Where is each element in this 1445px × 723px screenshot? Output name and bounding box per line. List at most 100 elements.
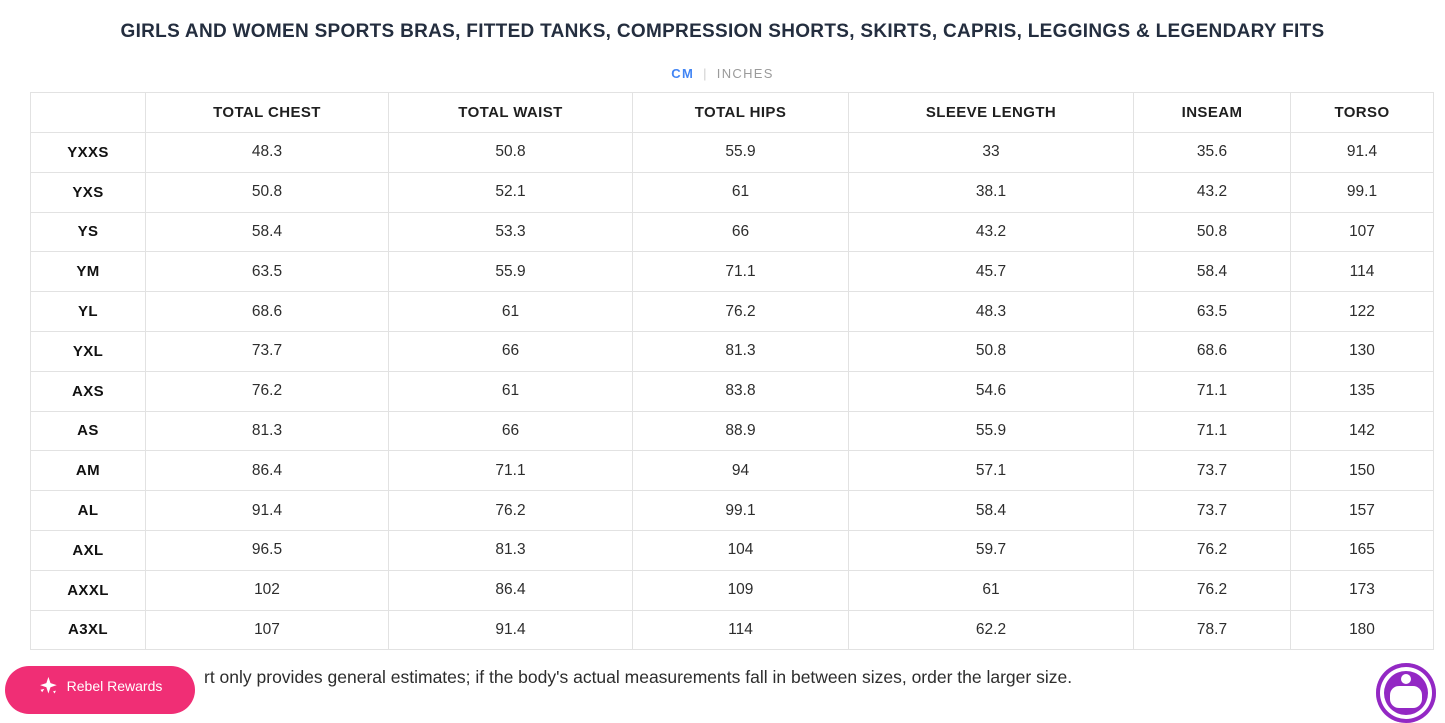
unit-toggle: CM | INCHES bbox=[0, 66, 1445, 81]
table-row: YXS 50.8 52.1 61 38.1 43.2 99.1 bbox=[30, 171, 1434, 213]
size-label: AXS bbox=[30, 370, 146, 412]
measurement-cell: 61 bbox=[848, 569, 1134, 611]
table-row: AXXL 102 86.4 109 61 76.2 173 bbox=[30, 569, 1434, 611]
measurement-cell: 102 bbox=[145, 569, 389, 611]
measurement-cell: 109 bbox=[632, 569, 849, 611]
measurement-cell: 88.9 bbox=[632, 410, 849, 452]
measurement-cell: 91.4 bbox=[1290, 132, 1434, 173]
measurement-cell: 53.3 bbox=[388, 211, 633, 253]
page: { "title": "GIRLS AND WOMEN SPORTS BRAS,… bbox=[0, 21, 1445, 723]
measurement-cell: 81.3 bbox=[632, 330, 849, 372]
size-label: YM bbox=[30, 251, 146, 293]
size-label: AS bbox=[30, 410, 146, 452]
size-label: YXL bbox=[30, 330, 146, 372]
measurement-cell: 55.9 bbox=[632, 132, 849, 173]
measurement-cell: 81.3 bbox=[388, 529, 633, 571]
table-row: AXS 76.2 61 83.8 54.6 71.1 135 bbox=[30, 370, 1434, 412]
measurement-cell: 71.1 bbox=[1133, 370, 1291, 412]
table-row: YS 58.4 53.3 66 43.2 50.8 107 bbox=[30, 211, 1434, 253]
table-row: YM 63.5 55.9 71.1 45.7 58.4 114 bbox=[30, 251, 1434, 293]
unit-inches-tab[interactable]: INCHES bbox=[716, 66, 774, 81]
measurement-cell: 43.2 bbox=[1133, 171, 1291, 213]
measurement-cell: 58.4 bbox=[145, 211, 389, 253]
size-label: A3XL bbox=[30, 609, 146, 651]
measurement-cell: 99.1 bbox=[632, 490, 849, 531]
measurement-cell: 57.1 bbox=[848, 450, 1134, 492]
measurement-cell: 50.8 bbox=[145, 171, 389, 213]
measurement-cell: 52.1 bbox=[388, 171, 633, 213]
measurement-cell: 45.7 bbox=[848, 251, 1134, 293]
column-header: TOTAL CHEST bbox=[145, 92, 389, 133]
measurement-cell: 66 bbox=[388, 330, 633, 372]
column-header: TORSO bbox=[1290, 92, 1434, 133]
measurement-cell: 61 bbox=[388, 291, 633, 332]
measurement-cell: 173 bbox=[1290, 569, 1434, 611]
measurement-cell: 50.8 bbox=[1133, 211, 1291, 253]
measurement-cell: 76.2 bbox=[632, 291, 849, 332]
size-chart-table: TOTAL CHEST TOTAL WAIST TOTAL HIPS SLEEVE L… bbox=[30, 92, 1434, 651]
table-row: YXXS 48.3 50.8 55.9 33 35.6 91.4 bbox=[30, 132, 1434, 173]
size-label: YS bbox=[30, 211, 146, 253]
measurement-cell: 94 bbox=[632, 450, 849, 492]
measurement-cell: 61 bbox=[632, 171, 849, 213]
table-row: YL 68.6 61 76.2 48.3 63.5 122 bbox=[30, 291, 1434, 332]
measurement-cell: 73.7 bbox=[1133, 450, 1291, 492]
rebel-rewards-label: Rebel Rewards bbox=[66, 678, 163, 694]
unit-cm-tab[interactable]: CM bbox=[671, 66, 695, 81]
measurement-cell: 135 bbox=[1290, 370, 1434, 412]
measurement-cell: 63.5 bbox=[1133, 291, 1291, 332]
measurement-cell: 66 bbox=[632, 211, 849, 253]
table-row: AL 91.4 76.2 99.1 58.4 73.7 157 bbox=[30, 490, 1434, 531]
measurement-cell: 130 bbox=[1290, 330, 1434, 372]
measurement-cell: 91.4 bbox=[145, 490, 389, 531]
measurement-cell: 78.7 bbox=[1133, 609, 1291, 651]
measurement-cell: 68.6 bbox=[145, 291, 389, 332]
measurement-cell: 58.4 bbox=[848, 490, 1134, 531]
table-row: A3XL 107 91.4 114 62.2 78.7 180 bbox=[30, 609, 1434, 651]
table-row: YXL 73.7 66 81.3 50.8 68.6 130 bbox=[30, 330, 1434, 372]
measurement-cell: 122 bbox=[1290, 291, 1434, 332]
measurement-cell: 54.6 bbox=[848, 370, 1134, 412]
header-row: TOTAL CHEST TOTAL WAIST TOTAL HIPS SLEEVE L… bbox=[30, 92, 1434, 133]
measurement-cell: 81.3 bbox=[145, 410, 389, 452]
size-label: YXS bbox=[30, 171, 146, 213]
measurement-cell: 55.9 bbox=[848, 410, 1134, 452]
measurement-cell: 59.7 bbox=[848, 529, 1134, 571]
measurement-cell: 150 bbox=[1290, 450, 1434, 492]
measurement-cell: 165 bbox=[1290, 529, 1434, 571]
measurement-cell: 33 bbox=[848, 132, 1134, 173]
measurement-cell: 48.3 bbox=[145, 132, 389, 173]
table-row: AS 81.3 66 88.9 55.9 71.1 142 bbox=[30, 410, 1434, 452]
measurement-cell: 76.2 bbox=[145, 370, 389, 412]
measurement-cell: 157 bbox=[1290, 490, 1434, 531]
sparkle-star-icon bbox=[38, 676, 58, 696]
measurement-cell: 62.2 bbox=[848, 609, 1134, 651]
unit-toggle-divider: | bbox=[703, 66, 708, 81]
table-row: AXL 96.5 81.3 104 59.7 76.2 165 bbox=[30, 529, 1434, 571]
page-title: GIRLS AND WOMEN SPORTS BRAS, FITTED TANK… bbox=[120, 21, 1325, 42]
measurement-cell: 71.1 bbox=[632, 251, 849, 293]
accessibility-widget-button[interactable] bbox=[1376, 663, 1436, 723]
size-label: AXL bbox=[30, 529, 146, 571]
measurement-cell: 107 bbox=[1290, 211, 1434, 253]
measurement-cell: 63.5 bbox=[145, 251, 389, 293]
measurement-cell: 48.3 bbox=[848, 291, 1134, 332]
measurement-cell: 68.6 bbox=[1133, 330, 1291, 372]
measurement-cell: 73.7 bbox=[1133, 490, 1291, 531]
size-label: YL bbox=[30, 291, 146, 332]
measurement-cell: 180 bbox=[1290, 609, 1434, 651]
size-label: AXXL bbox=[30, 569, 146, 611]
size-label: AL bbox=[30, 490, 146, 531]
measurement-cell: 43.2 bbox=[848, 211, 1134, 253]
measurement-cell: 96.5 bbox=[145, 529, 389, 571]
measurement-cell: 38.1 bbox=[848, 171, 1134, 213]
size-label: AM bbox=[30, 450, 146, 492]
column-header: TOTAL HIPS bbox=[632, 92, 849, 133]
size-label: YXXS bbox=[30, 132, 146, 173]
rebel-rewards-button[interactable]: Rebel Rewards bbox=[5, 666, 195, 714]
measurement-cell: 55.9 bbox=[388, 251, 633, 293]
measurement-cell: 58.4 bbox=[1133, 251, 1291, 293]
size-chart-note: rt only provides general estimates; if t… bbox=[204, 667, 1073, 687]
measurement-cell: 83.8 bbox=[632, 370, 849, 412]
measurement-cell: 114 bbox=[1290, 251, 1434, 293]
